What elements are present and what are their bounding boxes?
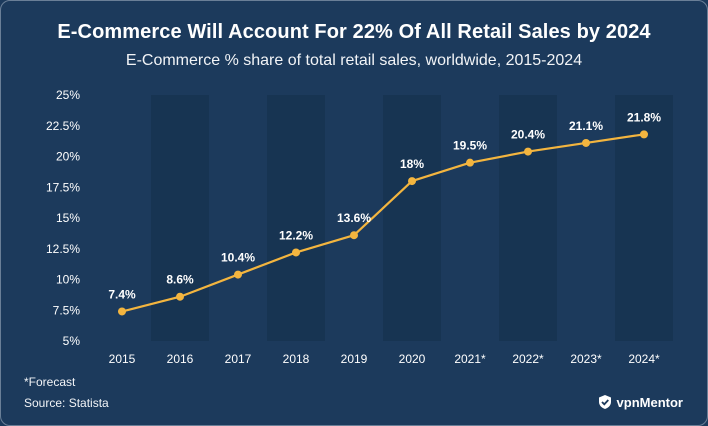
data-label: 19.5%	[453, 139, 487, 153]
y-tick-label: 7.5%	[53, 303, 81, 317]
brand-name: vpnMentor	[616, 394, 683, 410]
data-point	[118, 307, 126, 316]
data-label: 21.8%	[627, 110, 661, 124]
data-label: 7.4%	[108, 287, 136, 301]
chart-title: E-Commerce Will Account For 22% Of All R…	[57, 21, 651, 43]
x-tick-label: 2017	[225, 352, 252, 366]
brand-logo: vpnMentor	[597, 394, 683, 410]
data-label: 8.6%	[166, 273, 194, 287]
series-line	[121, 133, 645, 313]
data-point	[524, 147, 532, 156]
source-footnote: Source: Statista	[24, 396, 109, 410]
shield-icon	[598, 395, 611, 409]
data-point	[640, 130, 648, 139]
data-label: 12.2%	[279, 228, 313, 242]
column-band	[151, 95, 209, 341]
x-tick-label: 2018	[283, 352, 310, 366]
y-tick-label: 17.5%	[46, 180, 80, 194]
x-tick-label: 2020	[399, 352, 426, 366]
x-tick-label: 2021*	[454, 352, 486, 366]
x-tick-label: 2023*	[570, 352, 602, 366]
data-point	[292, 248, 300, 257]
data-point	[176, 292, 184, 301]
data-point	[234, 270, 242, 279]
y-tick-label: 22.5%	[46, 119, 80, 133]
y-tick-label: 10%	[56, 273, 80, 287]
y-tick-label: 25%	[56, 88, 80, 102]
forecast-footnote: *Forecast	[24, 375, 76, 389]
y-tick-label: 12.5%	[46, 242, 80, 256]
data-point	[350, 231, 358, 240]
column-band	[499, 95, 557, 341]
data-label: 13.6%	[337, 211, 371, 225]
y-tick-label: 5%	[63, 334, 81, 348]
data-point	[582, 138, 590, 147]
data-label: 10.4%	[221, 251, 255, 265]
x-tick-label: 2019	[341, 352, 368, 366]
data-point	[466, 158, 474, 167]
y-tick-label: 15%	[56, 211, 80, 225]
data-label: 21.1%	[569, 119, 603, 133]
x-tick-label: 2015	[109, 352, 136, 366]
x-tick-label: 2022*	[512, 352, 544, 366]
x-tick-label: 2016	[167, 352, 194, 366]
column-band	[267, 95, 325, 341]
column-band	[383, 95, 441, 341]
y-tick-label: 20%	[56, 150, 80, 164]
chart-subtitle: E-Commerce % share of total retail sales…	[125, 52, 583, 69]
x-tick-label: 2024*	[628, 352, 660, 366]
data-label: 18%	[400, 157, 424, 171]
data-point	[408, 177, 416, 186]
data-label: 20.4%	[511, 128, 545, 142]
